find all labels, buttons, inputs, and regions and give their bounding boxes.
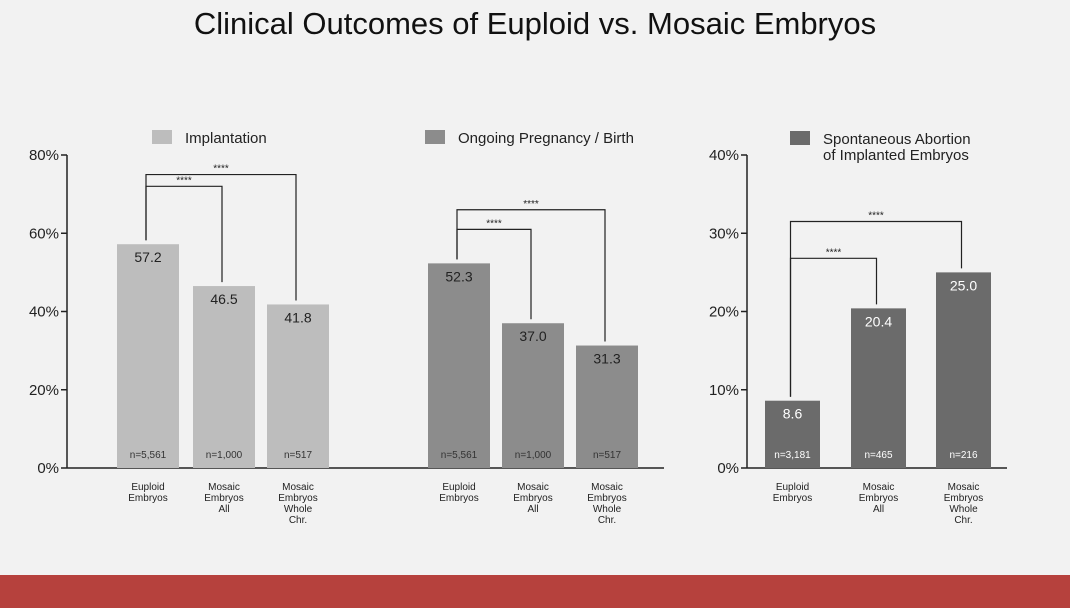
bar-implantation xyxy=(193,286,255,468)
value-label-abortion: 20.4 xyxy=(865,313,892,329)
y-tick-label-right: 0% xyxy=(717,460,739,477)
significance-label-implantation: **** xyxy=(176,175,192,186)
category-label-abortion: Mosaic Embryos All xyxy=(859,482,898,515)
significance-label-ongoing: **** xyxy=(523,199,539,210)
bar-ongoing xyxy=(576,345,638,468)
category-label-ongoing: Mosaic Embryos Whole Chr. xyxy=(587,482,626,526)
y-tick-label-right: 40% xyxy=(709,147,739,164)
y-tick-label-left: 40% xyxy=(29,304,59,321)
category-label-ongoing: Mosaic Embryos All xyxy=(513,482,552,515)
significance-bracket-abortion xyxy=(789,220,963,397)
n-label-abortion: n=216 xyxy=(949,450,978,461)
legend-swatch-implantation xyxy=(152,130,172,144)
significance-label-ongoing: **** xyxy=(486,218,502,229)
y-tick-label-left: 0% xyxy=(37,460,59,477)
n-label-implantation: n=5,561 xyxy=(130,450,167,461)
slide-title: Clinical Outcomes of Euploid vs. Mosaic … xyxy=(193,6,877,41)
category-label-implantation: Euploid Embryos xyxy=(128,482,167,504)
legend-label-abortion: Spontaneous Abortion of Implanted Embryos xyxy=(823,131,971,164)
value-label-implantation: 57.2 xyxy=(134,249,161,265)
y-tick-label-left: 80% xyxy=(29,147,59,164)
n-label-ongoing: n=517 xyxy=(593,450,622,461)
legend-label-implantation: Implantation xyxy=(185,130,267,147)
n-label-implantation: n=517 xyxy=(284,450,313,461)
bar-abortion xyxy=(936,272,991,468)
value-label-implantation: 46.5 xyxy=(210,291,237,307)
bar-ongoing xyxy=(428,263,490,468)
legend-swatch-ongoing xyxy=(425,130,445,144)
n-label-ongoing: n=5,561 xyxy=(441,450,478,461)
bar-abortion xyxy=(851,308,906,468)
bar-ongoing xyxy=(502,323,564,468)
category-label-abortion: Mosaic Embryos Whole Chr. xyxy=(944,482,983,526)
significance-bracket-implantation xyxy=(145,173,297,301)
value-label-implantation: 41.8 xyxy=(284,309,311,325)
value-label-ongoing: 31.3 xyxy=(593,351,620,367)
footer-bar xyxy=(0,575,1070,608)
bar-implantation xyxy=(267,304,329,468)
legend-label-ongoing: Ongoing Pregnancy / Birth xyxy=(458,130,634,147)
y-tick-label-left: 60% xyxy=(29,225,59,242)
value-label-ongoing: 37.0 xyxy=(519,328,546,344)
y-tick-label-right: 20% xyxy=(709,304,739,321)
y-tick-label-right: 10% xyxy=(709,382,739,399)
category-label-implantation: Mosaic Embryos Whole Chr. xyxy=(278,482,317,526)
significance-label-abortion: **** xyxy=(826,247,842,258)
chart-area: 0% 20% 40% 60% 80% 0% 10% 20% 30% 40% Implantation… xyxy=(29,130,1007,526)
category-label-abortion: Euploid Embryos xyxy=(773,482,812,504)
n-label-ongoing: n=1,000 xyxy=(515,450,552,461)
bar-abortion xyxy=(765,400,820,468)
legend-swatch-abortion xyxy=(790,131,810,145)
n-label-implantation: n=1,000 xyxy=(206,450,243,461)
category-label-ongoing: Euploid Embryos xyxy=(439,482,478,504)
value-label-abortion: 8.6 xyxy=(783,406,803,422)
n-label-abortion: n=465 xyxy=(864,450,893,461)
y-tick-label-right: 30% xyxy=(709,225,739,242)
value-label-ongoing: 52.3 xyxy=(445,268,472,284)
significance-label-implantation: **** xyxy=(213,164,229,175)
value-label-abortion: 25.0 xyxy=(950,277,977,293)
category-label-implantation: Mosaic Embryos All xyxy=(204,482,243,515)
y-tick-label-left: 20% xyxy=(29,382,59,399)
significance-bracket-ongoing xyxy=(456,209,606,342)
n-label-abortion: n=3,181 xyxy=(774,450,811,461)
significance-label-abortion: **** xyxy=(868,211,884,222)
bar-implantation xyxy=(117,244,179,468)
